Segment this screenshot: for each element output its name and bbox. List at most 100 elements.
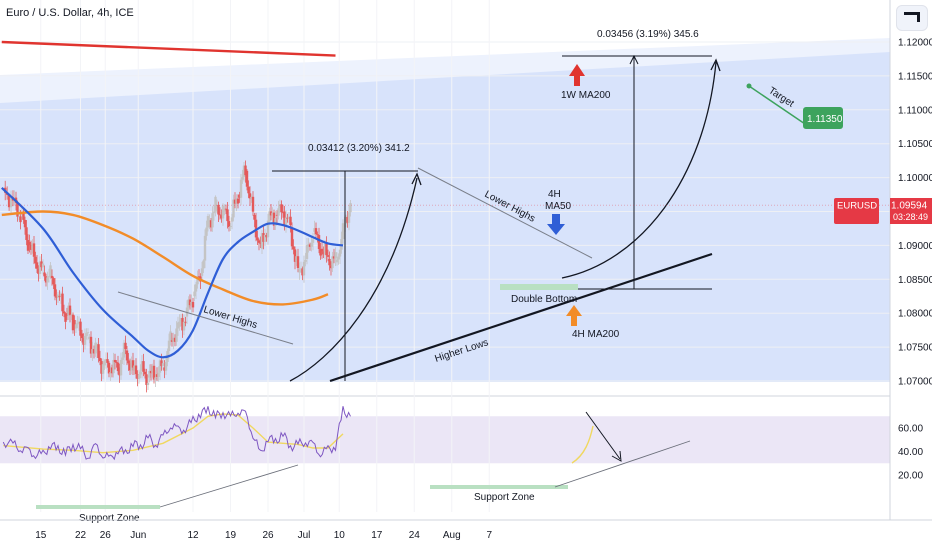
- candle: [215, 204, 219, 209]
- candle: [103, 361, 106, 366]
- candle: [245, 170, 249, 187]
- rsi-arrow-line: [585, 411, 621, 460]
- candle: [289, 216, 292, 226]
- candle: [311, 239, 315, 243]
- candle: [16, 202, 19, 217]
- price-tick-label: 1.11500: [898, 71, 932, 82]
- candle: [53, 284, 57, 297]
- candle: [253, 214, 256, 220]
- candle: [259, 242, 262, 244]
- candle: [55, 296, 58, 298]
- candle: [310, 242, 313, 247]
- candle: [44, 276, 48, 283]
- time-axis[interactable]: 15 22 26 Jun 12 19 26 Jul 10 17 24 Aug 7: [35, 530, 492, 541]
- tradingview-logo[interactable]: [896, 5, 928, 31]
- candle: [146, 382, 150, 385]
- rsi-axis[interactable]: 60.00 40.00 20.00: [898, 424, 923, 482]
- candle: [227, 221, 231, 227]
- candle: [277, 208, 280, 216]
- candle: [98, 358, 102, 362]
- rsi-tick-label: 40.00: [898, 447, 923, 458]
- candle: [80, 333, 84, 339]
- rsi-tick-label: 20.00: [898, 471, 923, 482]
- candle: [248, 193, 252, 199]
- time-tick-label: 22: [75, 530, 87, 541]
- candle: [125, 350, 129, 361]
- candle: [109, 372, 112, 374]
- candle: [257, 240, 261, 243]
- candle: [316, 234, 319, 236]
- time-tick-label: 12: [187, 530, 199, 541]
- candle: [221, 205, 225, 219]
- candle: [304, 260, 307, 262]
- measure-2-arrow: [629, 54, 639, 65]
- time-tick-label: 10: [334, 530, 346, 541]
- ma50-label-line-2: MA50: [545, 201, 572, 212]
- measure-2-label: 0.03456 (3.19%) 345.6: [597, 29, 699, 40]
- candle: [223, 208, 226, 212]
- candle: [280, 204, 283, 213]
- time-tick-label: 26: [100, 530, 112, 541]
- candle: [113, 359, 117, 363]
- candle: [184, 321, 187, 323]
- candle: [194, 284, 198, 292]
- candle: [46, 277, 49, 283]
- candle: [262, 233, 265, 242]
- candle: [104, 359, 108, 362]
- candle: [320, 248, 324, 252]
- candle: [212, 211, 216, 214]
- candle: [7, 194, 11, 208]
- candle: [64, 313, 67, 322]
- support-zone-label-2: Support Zone: [474, 492, 535, 503]
- candle: [209, 220, 213, 228]
- candle: [149, 370, 153, 374]
- time-tick-label: 24: [409, 530, 421, 541]
- candle: [256, 237, 259, 241]
- candle: [59, 293, 63, 297]
- ma50-line: [1, 187, 344, 359]
- rsi-ma-tail: [571, 425, 594, 464]
- candle: [214, 196, 217, 212]
- candle: [131, 360, 135, 368]
- price-countdown: 03:28:49: [893, 212, 928, 222]
- candle: [133, 365, 136, 371]
- candle: [218, 214, 222, 216]
- candle: [275, 214, 279, 216]
- candle: [52, 278, 55, 285]
- candle: [241, 177, 244, 180]
- candle: [250, 196, 253, 199]
- double-bottom-zone: [500, 284, 578, 290]
- target-value: 1.11350: [807, 114, 843, 125]
- rsi-trendline-1: [159, 464, 299, 508]
- candle: [134, 365, 138, 375]
- candle: [203, 235, 207, 261]
- candle: [349, 203, 352, 213]
- candle: [271, 212, 274, 216]
- candle: [157, 372, 160, 377]
- chart-title: Euro / U.S. Dollar, 4h, ICE: [6, 7, 134, 19]
- candle: [329, 265, 333, 269]
- candle: [308, 244, 312, 247]
- time-tick-label: 26: [262, 530, 274, 541]
- candle: [94, 342, 97, 354]
- candle: [56, 294, 60, 298]
- candle: [230, 217, 234, 222]
- candle: [187, 299, 190, 308]
- candle: [181, 317, 184, 331]
- candle: [116, 362, 120, 372]
- candle: [191, 301, 195, 308]
- target-badge: [803, 107, 843, 129]
- candle: [244, 165, 247, 176]
- candle: [170, 340, 174, 342]
- candle: [67, 305, 70, 316]
- candle: [23, 219, 27, 228]
- candle: [26, 240, 30, 251]
- ma50-arrow-icon: [547, 214, 565, 235]
- rsi-line: [2, 406, 351, 461]
- candle: [38, 261, 42, 275]
- tradingview-logo-icon: [904, 12, 920, 22]
- candle: [283, 211, 286, 226]
- candle: [77, 321, 81, 324]
